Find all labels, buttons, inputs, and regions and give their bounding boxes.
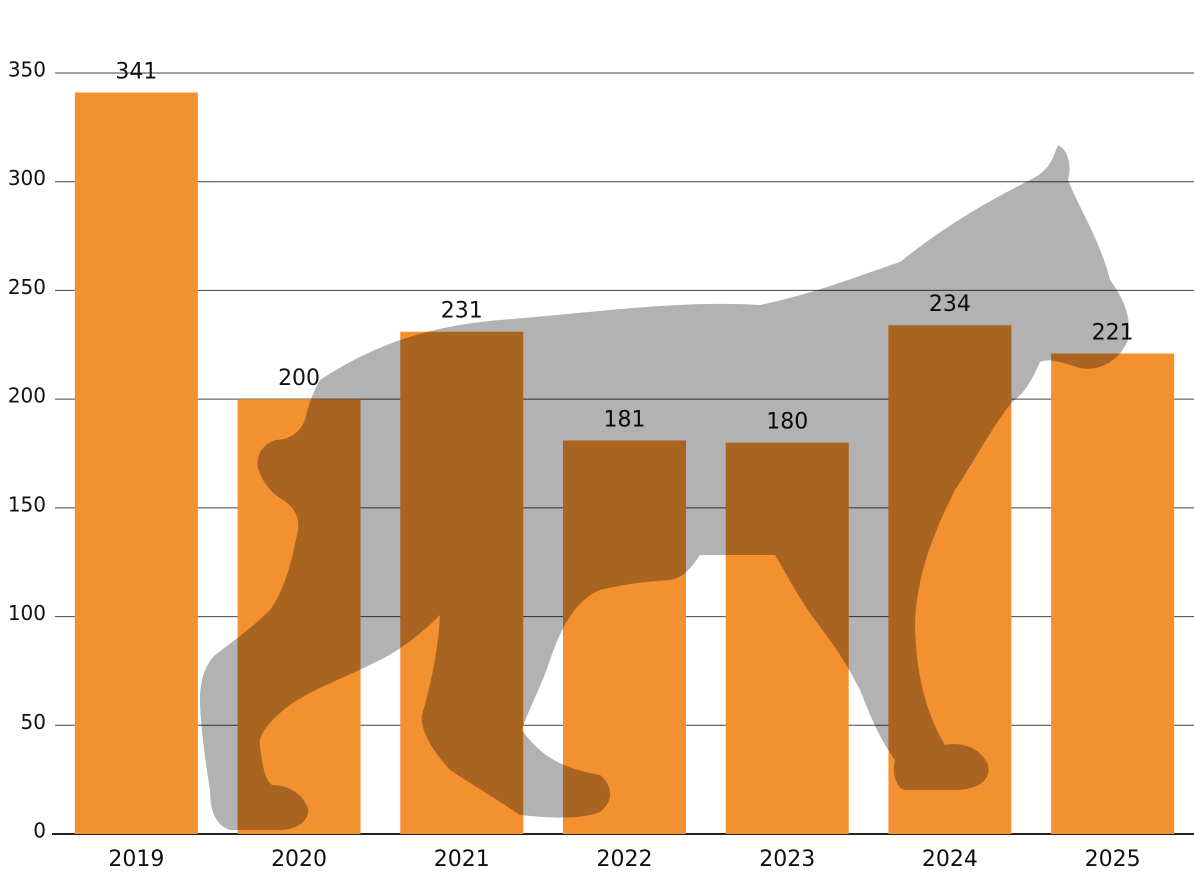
x-tick-label: 2019 <box>108 847 164 872</box>
value-label: 231 <box>441 299 483 324</box>
bar <box>1051 353 1175 834</box>
value-label: 234 <box>929 292 971 317</box>
y-tick-label: 250 <box>8 275 46 299</box>
y-tick-label: 0 <box>33 819 46 843</box>
x-tick-label: 2024 <box>922 847 978 872</box>
x-tick-label: 2022 <box>597 847 653 872</box>
value-label: 341 <box>115 60 157 85</box>
x-tick-label: 2023 <box>759 847 815 872</box>
value-label: 180 <box>766 410 808 435</box>
value-label: 200 <box>278 366 320 391</box>
plot-area: 0 50 100 150 200 250 300 350 341 2019 200 2020 231 20… <box>8 58 1194 872</box>
y-tick-label: 100 <box>8 601 46 625</box>
y-tick-label: 200 <box>8 384 46 408</box>
x-tick-label: 2021 <box>434 847 490 872</box>
bar <box>237 399 361 834</box>
bar <box>563 440 686 834</box>
y-tick-label: 50 <box>21 710 46 734</box>
value-label: 181 <box>604 407 646 432</box>
y-tick-label: 150 <box>8 492 46 516</box>
x-tick-label: 2020 <box>271 847 327 872</box>
bar <box>74 92 198 834</box>
bar <box>888 325 1012 834</box>
bar <box>725 442 849 834</box>
value-label: 221 <box>1092 320 1134 345</box>
lynx-silhouette <box>200 145 1130 830</box>
y-tick-label: 350 <box>8 58 46 82</box>
x-tick-label: 2025 <box>1085 847 1141 872</box>
y-tick-label: 300 <box>8 166 46 190</box>
bar <box>400 331 524 834</box>
